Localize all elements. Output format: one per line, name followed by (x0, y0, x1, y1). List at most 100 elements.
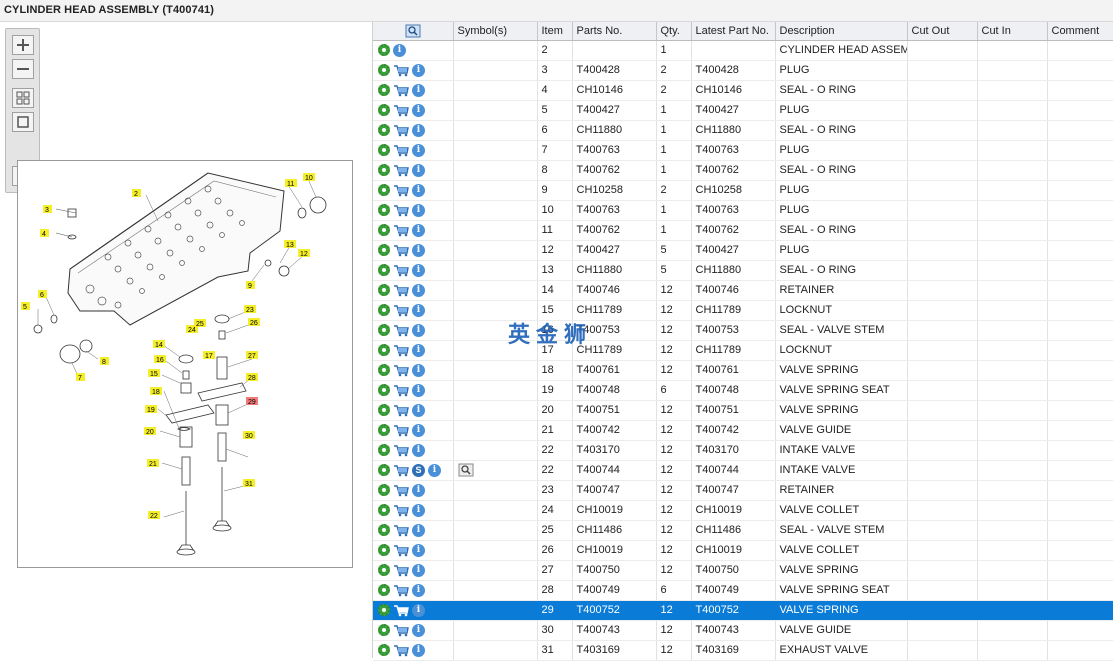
gear-icon[interactable] (378, 504, 390, 516)
callout[interactable]: 17 (203, 351, 215, 360)
callout[interactable]: 25 (194, 319, 206, 328)
cart-icon[interactable] (393, 604, 409, 617)
gear-icon[interactable] (378, 304, 390, 316)
cart-icon[interactable] (393, 404, 409, 417)
gear-icon[interactable] (378, 344, 390, 356)
table-row[interactable]: i 11 T400762 1 T400762 SEAL - O RING (373, 220, 1113, 241)
table-row[interactable]: i 29 T400752 12 T400752 VALVE SPRING (373, 600, 1113, 621)
gear-icon[interactable] (378, 584, 390, 596)
info-icon[interactable]: i (412, 363, 425, 377)
cart-icon[interactable] (393, 344, 409, 357)
info-icon[interactable]: i (412, 443, 425, 457)
column-header-description[interactable]: Description (775, 22, 908, 41)
gear-icon[interactable] (378, 44, 390, 56)
exploded-diagram[interactable]: 1 2 3 4 5 6 7 8 9 10 11 12 13 14 15 16 1… (17, 141, 353, 568)
callout[interactable]: 3 (43, 205, 52, 214)
cart-icon[interactable] (393, 144, 409, 157)
column-header-item[interactable]: Item (537, 22, 573, 41)
cart-icon[interactable] (393, 264, 409, 277)
gear-icon[interactable] (378, 424, 390, 436)
cart-icon[interactable] (393, 644, 409, 657)
table-row[interactable]: i 21 T400742 12 T400742 VALVE GUIDE (373, 420, 1113, 441)
zoom-in-button[interactable] (12, 35, 34, 55)
info-icon[interactable]: i (412, 343, 425, 357)
callout[interactable]: 19 (145, 405, 157, 414)
gear-icon[interactable] (378, 404, 390, 416)
table-row[interactable]: i 24 CH10019 12 CH10019 VALVE COLLET (373, 500, 1113, 521)
table-row[interactable]: i 13 CH11880 5 CH11880 SEAL - O RING (373, 260, 1113, 281)
table-row[interactable]: i 28 T400749 6 T400749 VALVE SPRING SEAT (373, 580, 1113, 601)
info-icon[interactable]: i (412, 623, 425, 637)
cart-icon[interactable] (393, 164, 409, 177)
info-icon[interactable]: i (412, 303, 425, 317)
callout[interactable]: 8 (100, 357, 109, 366)
info-icon[interactable]: i (412, 323, 425, 337)
callout[interactable]: 31 (243, 479, 255, 488)
table-row[interactable]: i 19 T400748 6 T400748 VALVE SPRING SEAT (373, 380, 1113, 401)
column-header-comment[interactable]: Comment (1047, 22, 1113, 41)
table-row[interactable]: i 2 1 CYLINDER HEAD ASSEMBLY (373, 40, 1113, 61)
callout[interactable]: 28 (246, 373, 258, 382)
gear-icon[interactable] (378, 244, 390, 256)
info-icon[interactable]: i (412, 403, 425, 417)
cart-icon[interactable] (393, 64, 409, 77)
gear-icon[interactable] (378, 144, 390, 156)
gear-icon[interactable] (378, 604, 390, 616)
table-row[interactable]: i 4 CH10146 2 CH10146 SEAL - O RING (373, 80, 1113, 101)
cart-icon[interactable] (393, 324, 409, 337)
cart-icon[interactable] (393, 84, 409, 97)
callout[interactable]: 26 (248, 318, 260, 327)
column-header-actions[interactable] (373, 22, 454, 41)
cart-icon[interactable] (393, 544, 409, 557)
gear-icon[interactable] (378, 84, 390, 96)
table-row[interactable]: i 6 CH11880 1 CH11880 SEAL - O RING (373, 120, 1113, 141)
table-row[interactable]: i 18 T400761 12 T400761 VALVE SPRING (373, 360, 1113, 381)
info-icon[interactable]: i (412, 63, 425, 77)
gear-icon[interactable] (378, 184, 390, 196)
gear-icon[interactable] (378, 284, 390, 296)
table-row[interactable]: i 25 CH11486 12 CH11486 SEAL - VALVE STEM (373, 520, 1113, 541)
table-row[interactable]: i 27 T400750 12 T400750 VALVE SPRING (373, 560, 1113, 581)
info-icon[interactable]: i (412, 583, 425, 597)
callout[interactable]: 2 (132, 189, 141, 198)
cart-icon[interactable] (393, 364, 409, 377)
column-header-symbols[interactable]: Symbol(s) (453, 22, 538, 41)
info-icon[interactable]: i (412, 143, 425, 157)
callout[interactable]: 12 (298, 249, 310, 258)
cart-icon[interactable] (393, 484, 409, 497)
callout[interactable]: 9 (246, 281, 255, 290)
callout[interactable]: 21 (147, 459, 159, 468)
callout[interactable]: 23 (244, 305, 256, 314)
column-header-cut-in[interactable]: Cut In (977, 22, 1048, 41)
info-icon[interactable]: i (412, 163, 425, 177)
fit-page-button[interactable] (12, 112, 34, 132)
gear-icon[interactable] (378, 64, 390, 76)
gear-icon[interactable] (378, 124, 390, 136)
info-icon[interactable]: i (412, 563, 425, 577)
gear-icon[interactable] (378, 464, 390, 476)
gear-icon[interactable] (378, 104, 390, 116)
info-icon[interactable]: i (412, 123, 425, 137)
column-header-qty[interactable]: Qty. (656, 22, 692, 41)
callout[interactable]: 18 (150, 387, 162, 396)
cart-icon[interactable] (393, 564, 409, 577)
table-row[interactable]: i 22 T403170 12 T403170 INTAKE VALVE (373, 440, 1113, 461)
callout[interactable]: 7 (76, 373, 85, 382)
magnifier-icon[interactable] (458, 463, 474, 477)
table-row[interactable]: i 17 CH11789 12 CH11789 LOCKNUT (373, 340, 1113, 361)
callout[interactable]: 5 (21, 302, 30, 311)
gear-icon[interactable] (378, 644, 390, 656)
callout[interactable]: 22 (148, 511, 160, 520)
gear-icon[interactable] (378, 164, 390, 176)
gear-icon[interactable] (378, 204, 390, 216)
table-row[interactable]: i 12 T400427 5 T400427 PLUG (373, 240, 1113, 261)
cart-icon[interactable] (393, 384, 409, 397)
cart-icon[interactable] (393, 524, 409, 537)
table-row[interactable]: i 7 T400763 1 T400763 PLUG (373, 140, 1113, 161)
callout[interactable]: 20 (144, 427, 156, 436)
info-icon[interactable]: i (412, 83, 425, 97)
gear-icon[interactable] (378, 224, 390, 236)
fit-all-button[interactable] (12, 88, 34, 108)
column-header-latest-part-no[interactable]: Latest Part No. (691, 22, 776, 41)
callout[interactable]: 24 (186, 325, 198, 334)
